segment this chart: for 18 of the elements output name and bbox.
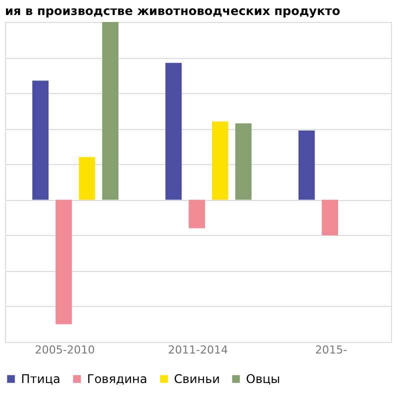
bar bbox=[56, 200, 72, 324]
legend-label: Овцы bbox=[246, 372, 280, 386]
bar bbox=[188, 200, 205, 228]
bar bbox=[212, 122, 228, 200]
bar bbox=[32, 80, 49, 200]
bar bbox=[102, 22, 118, 200]
x-tick-label: 2011-2014 bbox=[168, 344, 228, 356]
bar bbox=[235, 123, 252, 200]
bar bbox=[298, 130, 315, 200]
chart-title: ия в производстве животноводческих продукто bbox=[5, 4, 340, 18]
bar bbox=[165, 62, 182, 200]
legend-label: Птица bbox=[21, 372, 60, 386]
x-tick-label: 2005-2010 bbox=[34, 344, 95, 356]
bar bbox=[78, 157, 96, 200]
legend-label: Говядина bbox=[87, 372, 148, 386]
x-tick-label: 2015- bbox=[315, 344, 348, 356]
bar bbox=[322, 200, 338, 236]
legend-label: Свиньи bbox=[174, 372, 220, 386]
